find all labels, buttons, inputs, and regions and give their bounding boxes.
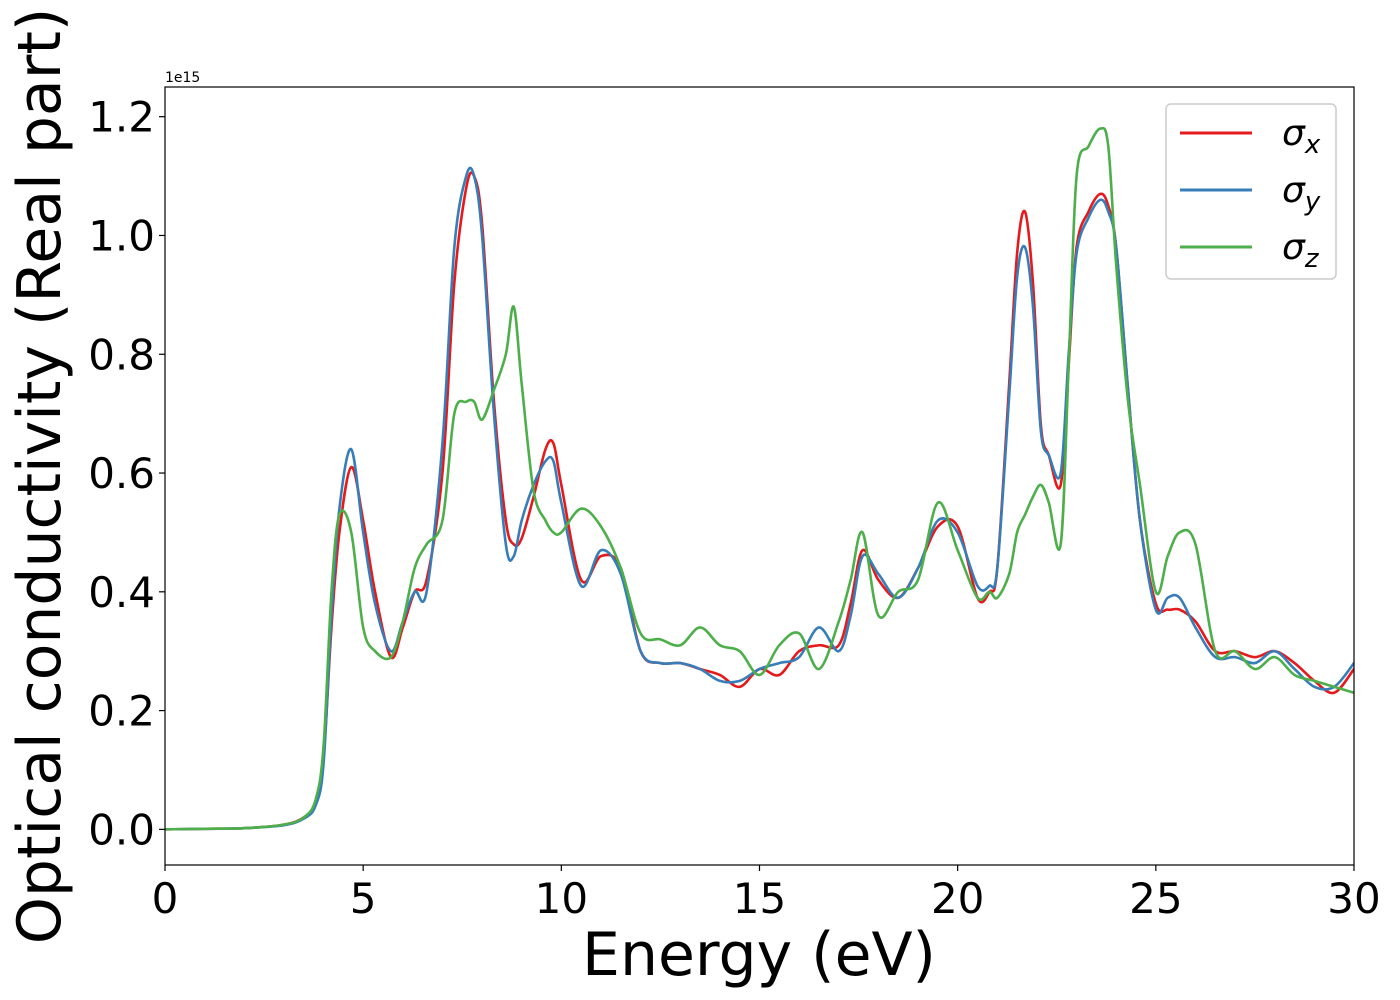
y-tick-label: 0.8: [88, 330, 155, 379]
x-tick-label: 15: [733, 874, 786, 923]
x-axis-ticks: 0 5 10 15 20 25 30: [152, 865, 1381, 923]
x-tick-label: 0: [152, 874, 179, 923]
x-tick-label: 30: [1327, 874, 1380, 923]
legend-subscript-x: x: [1304, 130, 1321, 160]
x-tick-label: 20: [931, 874, 984, 923]
y-tick-label: 1.0: [88, 211, 155, 260]
y-tick-label: 1.2: [88, 93, 155, 142]
x-tick-label: 10: [535, 874, 588, 923]
y-tick-label: 0.2: [88, 687, 155, 736]
x-axis-title: Energy (eV): [582, 920, 936, 990]
y-axis-title: Optical conductivity (Real part): [5, 8, 75, 945]
y-tick-label: 0.0: [88, 805, 155, 854]
x-tick-label: 5: [350, 874, 377, 923]
series-layer: [165, 126, 1354, 831]
x-tick-label: 25: [1129, 874, 1182, 923]
y-offset-label: 1e15: [165, 70, 200, 86]
y-tick-label: 0.6: [88, 449, 155, 498]
legend-subscript-y: y: [1304, 187, 1321, 217]
series-line-z: [165, 126, 1354, 831]
y-axis-ticks: 0.0 0.2 0.4 0.6 0.8 1.0 1.2: [88, 93, 165, 854]
legend-subscript-z: z: [1304, 244, 1320, 274]
y-tick-label: 0.4: [88, 568, 155, 617]
